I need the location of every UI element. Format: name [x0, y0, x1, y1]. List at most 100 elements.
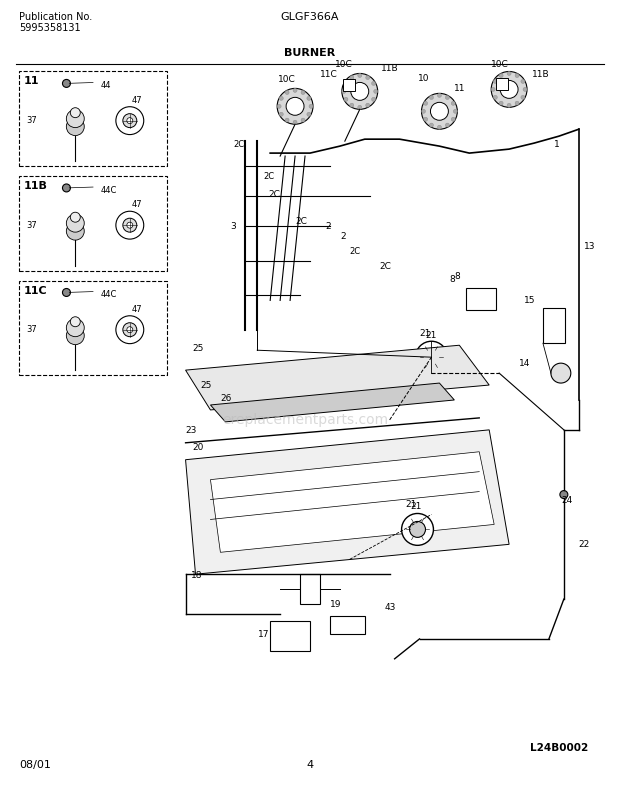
Text: 47: 47 [132, 305, 143, 314]
Circle shape [66, 118, 84, 136]
Text: 21: 21 [420, 330, 431, 338]
Circle shape [70, 317, 80, 326]
Circle shape [430, 95, 433, 99]
Circle shape [127, 222, 133, 228]
Bar [496, 79, 508, 91]
Text: 1: 1 [554, 140, 560, 149]
Bar [330, 616, 365, 634]
Text: 14: 14 [519, 359, 531, 368]
Bar [543, 308, 565, 343]
Circle shape [521, 95, 525, 99]
Circle shape [430, 102, 448, 120]
Circle shape [279, 112, 283, 116]
Polygon shape [210, 383, 454, 422]
Text: 21: 21 [410, 503, 422, 511]
Text: 3: 3 [231, 222, 236, 231]
Circle shape [344, 82, 348, 86]
Bar [300, 574, 320, 604]
Circle shape [499, 101, 503, 105]
Text: 2C: 2C [233, 140, 244, 149]
Text: 2: 2 [325, 222, 330, 231]
Circle shape [358, 74, 361, 78]
Bar [19, 71, 167, 166]
Circle shape [127, 326, 133, 333]
Text: 37: 37 [26, 326, 37, 334]
Circle shape [116, 106, 144, 134]
Text: 10C: 10C [491, 60, 509, 69]
Circle shape [123, 114, 137, 128]
Text: 13: 13 [584, 241, 595, 251]
Bar [19, 280, 167, 375]
Text: GLGF366A: GLGF366A [281, 12, 339, 21]
Text: 24: 24 [561, 495, 572, 504]
Circle shape [358, 106, 361, 110]
Text: BURNER: BURNER [285, 48, 335, 57]
Circle shape [507, 103, 511, 107]
Bar [343, 79, 355, 91]
Text: 10: 10 [417, 75, 429, 83]
Text: 22: 22 [579, 540, 590, 549]
Circle shape [285, 91, 289, 94]
Text: 11: 11 [454, 84, 466, 94]
Text: 11B: 11B [24, 181, 47, 191]
Circle shape [491, 87, 495, 91]
Circle shape [63, 79, 71, 87]
Circle shape [430, 123, 433, 127]
Circle shape [507, 71, 511, 75]
Circle shape [307, 96, 311, 100]
Circle shape [116, 211, 144, 239]
Text: 5995358131: 5995358131 [19, 23, 81, 33]
Circle shape [279, 96, 283, 100]
Circle shape [285, 118, 289, 122]
Circle shape [301, 91, 305, 94]
Circle shape [500, 80, 518, 98]
Circle shape [63, 288, 71, 296]
Circle shape [371, 98, 376, 102]
Polygon shape [185, 430, 509, 574]
Text: 2C: 2C [379, 261, 392, 271]
Circle shape [494, 79, 497, 83]
Text: 37: 37 [26, 116, 37, 125]
Text: 8: 8 [454, 272, 460, 280]
Text: 19: 19 [330, 600, 342, 609]
Text: 2: 2 [340, 232, 345, 241]
Circle shape [491, 71, 527, 107]
Text: 11C: 11C [320, 71, 338, 79]
Circle shape [422, 110, 425, 114]
Text: 08/01: 08/01 [19, 761, 51, 770]
Text: 11B: 11B [532, 71, 549, 79]
Bar [466, 288, 496, 310]
Circle shape [366, 103, 370, 107]
Text: 4: 4 [306, 761, 314, 770]
Text: 11: 11 [24, 76, 39, 87]
Circle shape [277, 104, 281, 108]
Circle shape [499, 74, 503, 78]
Text: 23: 23 [185, 426, 197, 435]
Text: 15: 15 [524, 296, 536, 306]
Text: 8: 8 [450, 275, 455, 283]
Circle shape [342, 74, 378, 110]
Text: 2C: 2C [295, 217, 307, 225]
Circle shape [286, 98, 304, 115]
Circle shape [445, 123, 450, 127]
Circle shape [63, 184, 71, 192]
Text: 20: 20 [193, 443, 204, 452]
Circle shape [66, 318, 84, 337]
Circle shape [66, 214, 84, 232]
Circle shape [70, 108, 80, 118]
Circle shape [423, 349, 440, 365]
Text: 21: 21 [405, 500, 417, 510]
Circle shape [277, 88, 313, 124]
Circle shape [66, 222, 84, 240]
Circle shape [350, 103, 354, 107]
Text: 37: 37 [26, 221, 37, 229]
Circle shape [66, 110, 84, 128]
Text: 11B: 11B [381, 64, 398, 74]
Text: 47: 47 [132, 200, 143, 210]
Circle shape [410, 522, 425, 538]
Circle shape [422, 94, 458, 129]
Text: 18: 18 [190, 571, 202, 580]
Circle shape [423, 102, 428, 106]
Circle shape [438, 94, 441, 98]
Circle shape [293, 88, 297, 92]
